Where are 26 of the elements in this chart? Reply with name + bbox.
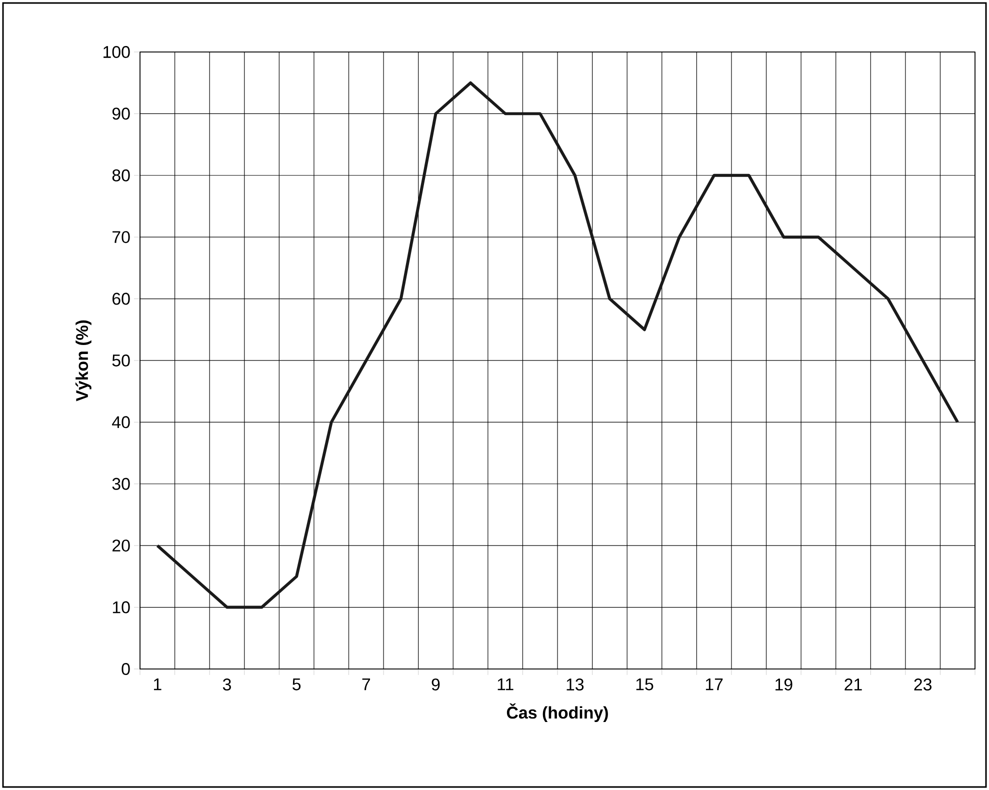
- x-tick-label: 9: [432, 678, 440, 690]
- y-tick-label: 60: [112, 292, 130, 305]
- x-tick-label: 21: [844, 678, 862, 690]
- y-tick-label: 70: [112, 231, 130, 244]
- y-tick-label: 40: [112, 416, 130, 428]
- x-tick-label: 17: [706, 678, 723, 690]
- x-tick-label: 13: [566, 678, 584, 690]
- y-tick-label: 100: [104, 46, 130, 58]
- x-tick-label: 1: [154, 678, 162, 690]
- x-tick-label: 7: [362, 678, 370, 690]
- x-tick-label: 19: [776, 678, 792, 690]
- y-tick-label: 0: [122, 662, 130, 675]
- x-axis-title: Čas (hodiny): [506, 703, 608, 722]
- y-tick-label: 30: [112, 478, 130, 490]
- x-tick-label: 15: [636, 678, 654, 690]
- x-tick-label: 3: [222, 678, 231, 690]
- y-tick-label: 90: [112, 108, 130, 120]
- x-tick-label: 23: [914, 678, 932, 690]
- y-tick-label: 10: [112, 601, 130, 614]
- y-tick-label: 80: [112, 169, 130, 182]
- x-tick-label: 11: [498, 678, 514, 690]
- y-tick-label: 50: [112, 354, 130, 366]
- line-series: [156, 81, 960, 609]
- x-tick-label: 5: [292, 678, 301, 690]
- y-axis-title: Výkon (%): [75, 320, 92, 402]
- y-tick-label: 20: [112, 540, 130, 552]
